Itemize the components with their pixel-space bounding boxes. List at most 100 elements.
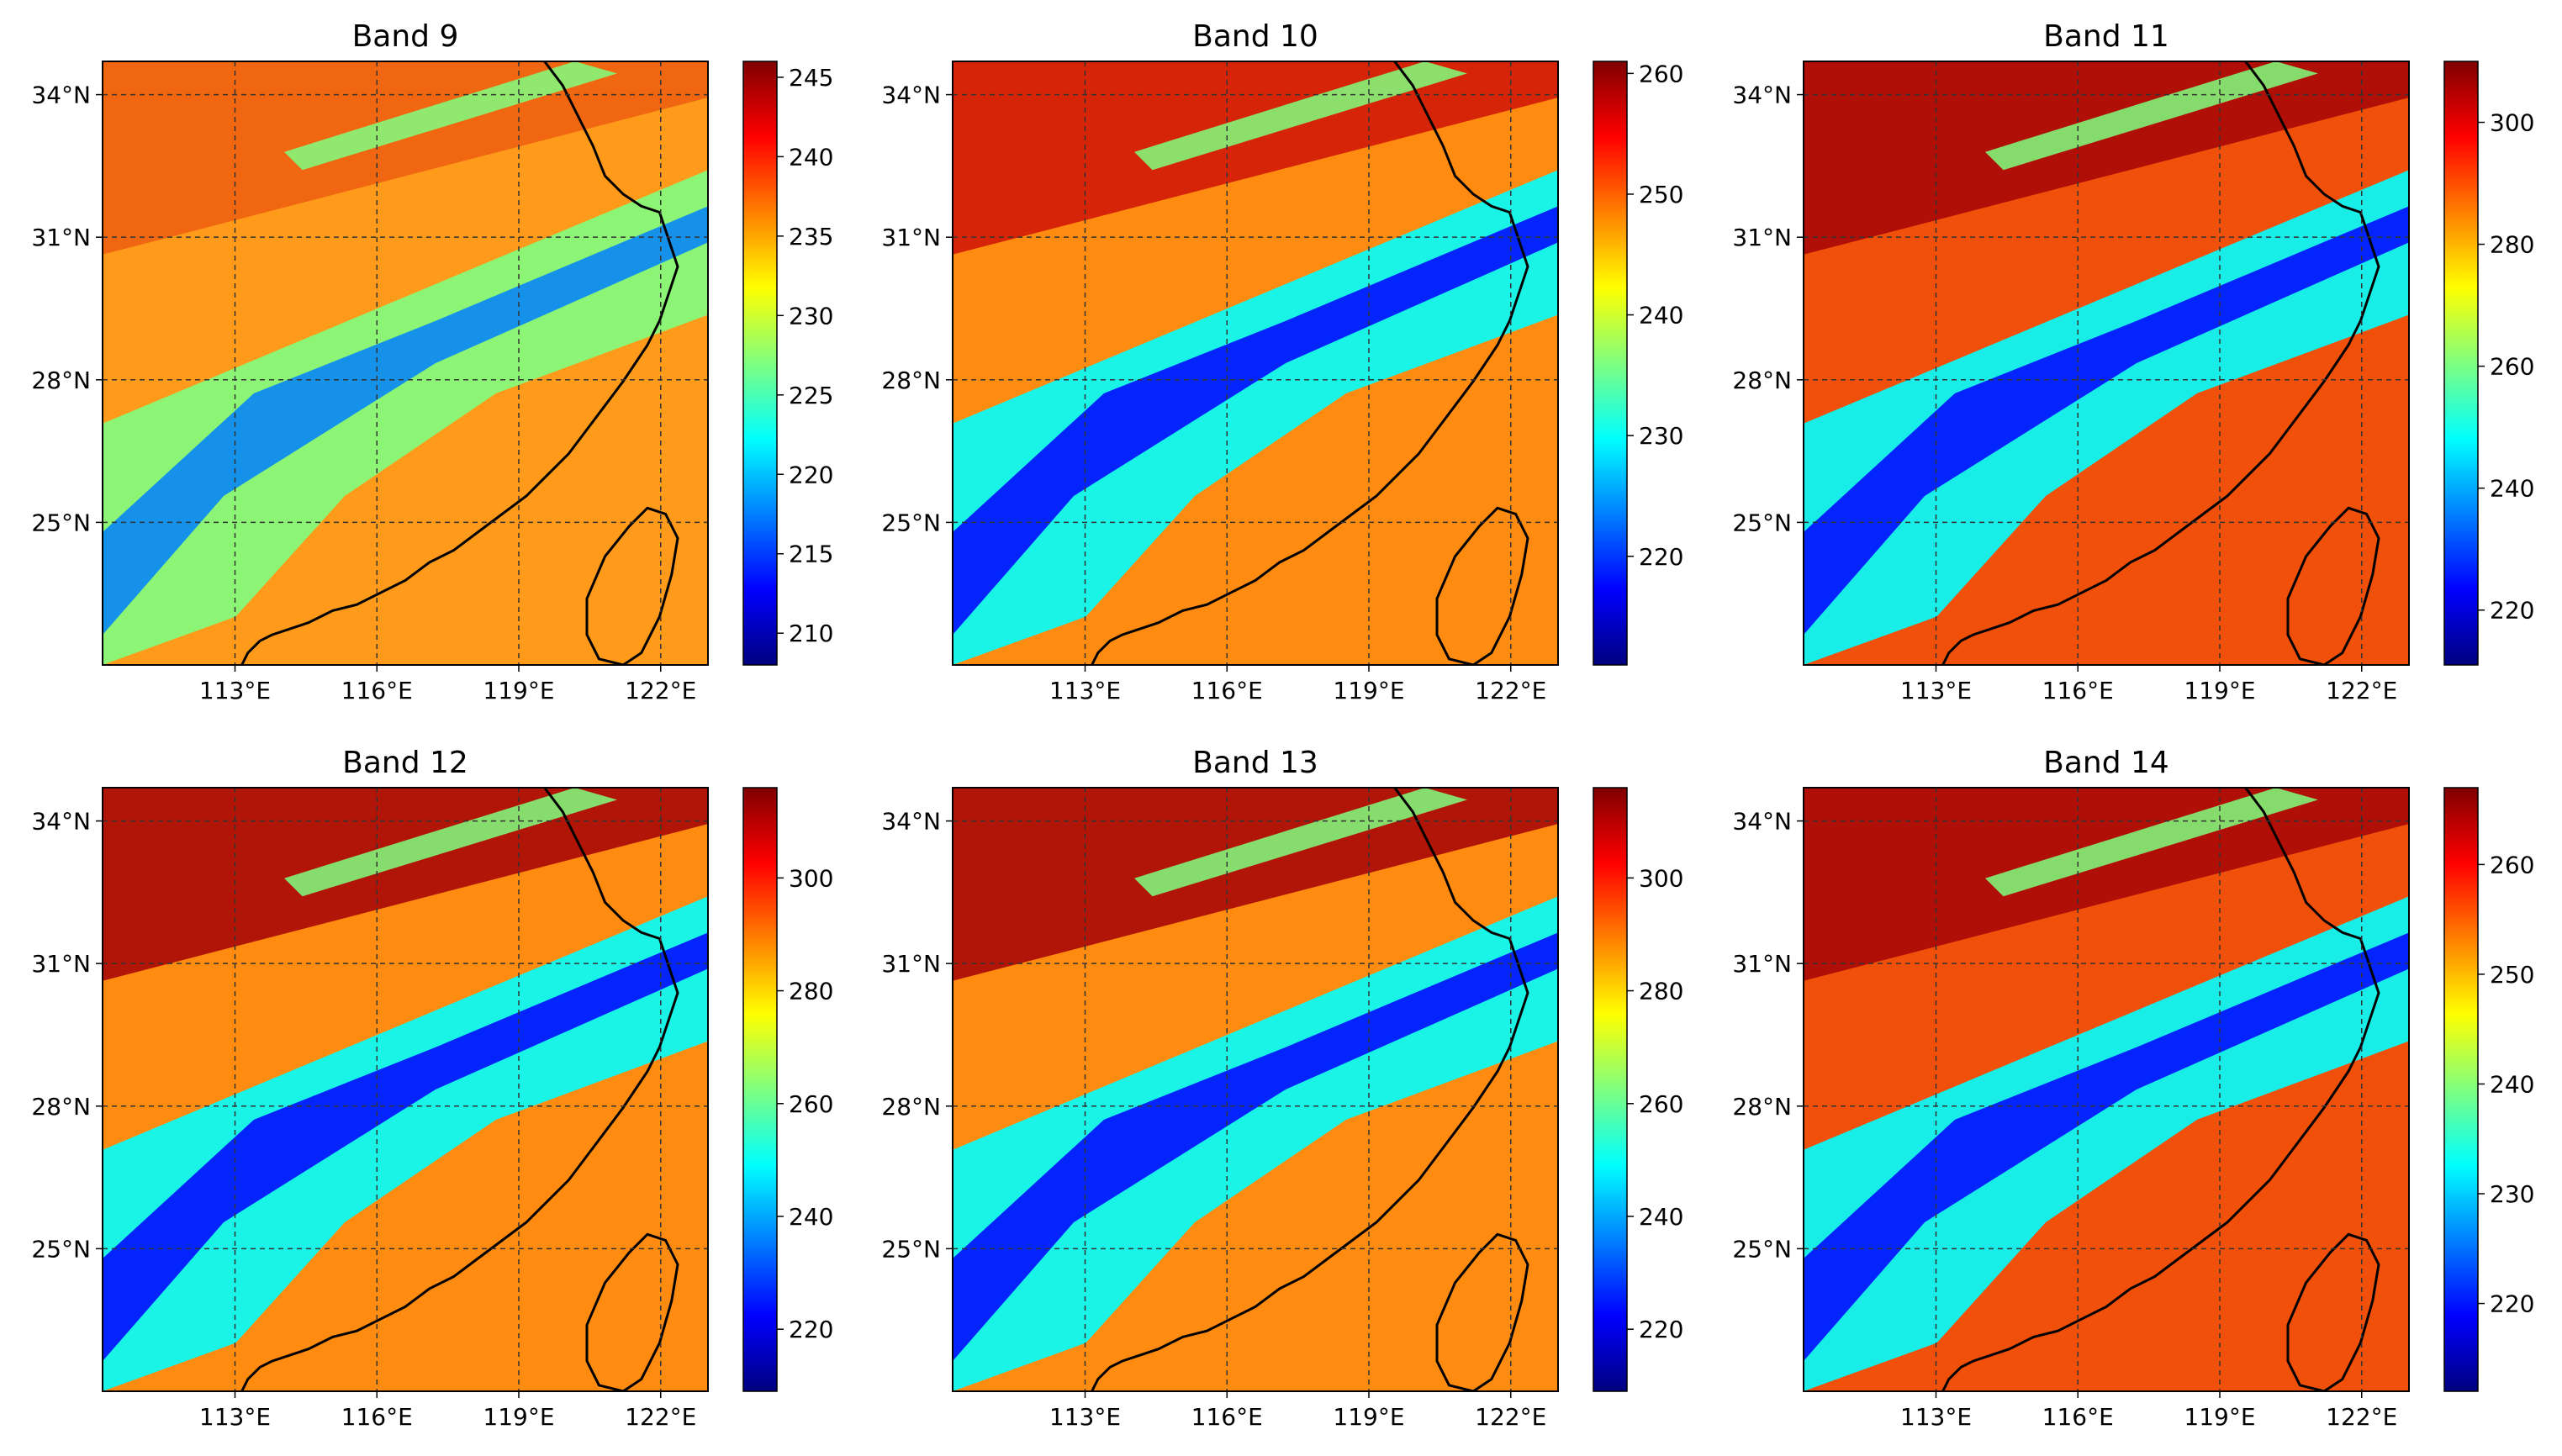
heatmap-cloud-streak: [1134, 788, 1467, 897]
lon-tick-label: 119°E: [483, 1403, 554, 1431]
lat-tick-label: 25°N: [881, 1235, 941, 1263]
lon-tick-label: 122°E: [625, 677, 696, 704]
lon-tick-label: 116°E: [341, 1403, 413, 1431]
map-frame: [102, 787, 709, 1392]
lon-tick-label: 113°E: [1900, 1403, 1972, 1431]
lon-tick-label: 113°E: [1049, 1403, 1121, 1431]
colorbar-tick-label: 225: [789, 382, 833, 409]
colorbar-tick-label: 260: [1639, 60, 1683, 87]
colorbar-gradient: [2443, 787, 2479, 1392]
lat-tick-label: 28°N: [1732, 367, 1792, 394]
lat-tick-label: 34°N: [31, 808, 91, 836]
colorbar-tick-label: 240: [789, 143, 833, 171]
colorbar-gradient: [742, 787, 778, 1392]
map-area: [1804, 788, 2409, 1391]
colorbar-tick-label: 250: [2490, 961, 2534, 989]
taiwan-coastline: [585, 506, 679, 665]
lat-tick-label: 34°N: [31, 82, 91, 109]
map-area: [103, 61, 708, 665]
panel-band-11: Band 11 113°E 116°E 119°E 122°E 34°N 31°N 28°N 2…: [1732, 19, 2534, 704]
heatmap-warm-band: [953, 788, 1558, 981]
heatmap-cloud-core: [953, 206, 1558, 636]
panel-band-10: Band 10 113°E 116°E 119°E 122°E 34°N 31°N 28°N 2…: [881, 19, 1683, 704]
colorbar-tick-label: 230: [789, 302, 833, 330]
colorbar-tick-label: 220: [789, 1316, 833, 1343]
lat-tick-label: 25°N: [31, 1235, 91, 1263]
panel-title: Band 13: [1192, 746, 1318, 780]
heatmap-cloud-streak: [284, 61, 617, 171]
colorbar-tick-label: 230: [2490, 1180, 2534, 1208]
colorbar: 220 230 240 250 260: [1593, 60, 1683, 666]
colorbar: 220 230 240 250 260: [2443, 787, 2534, 1392]
lat-tick-label: 34°N: [1732, 808, 1792, 836]
panel-band-12: Band 12 113°E 116°E 119°E 122°E 34°N 31°N 28°N 2…: [31, 746, 833, 1431]
colorbar-tick-label: 220: [1639, 543, 1683, 571]
lat-tick-label: 34°N: [881, 82, 941, 109]
lat-tick-label: 28°N: [881, 1093, 941, 1121]
colorbar: 210 215 220 225 230 235 240 245: [742, 61, 833, 666]
lat-tick-label: 31°N: [31, 950, 91, 978]
heatmap-warm-band: [1804, 788, 2409, 981]
colorbar: 220 240 260 280 300: [2443, 61, 2534, 666]
lon-tick-label: 122°E: [1475, 677, 1546, 704]
heatmap-warm-band: [103, 788, 708, 981]
colorbar-tick-label: 280: [2490, 231, 2534, 259]
colorbar-gradient: [1593, 787, 1628, 1392]
lon-tick-label: 113°E: [199, 1403, 271, 1431]
colorbar-tick-label: 240: [789, 1203, 833, 1231]
colorbar-tick-label: 215: [789, 541, 833, 568]
colorbar-tick-label: 230: [1639, 422, 1683, 450]
lon-tick-label: 122°E: [625, 1403, 696, 1431]
colorbar: 220 240 260 280 300: [742, 787, 833, 1392]
lat-tick-label: 25°N: [31, 509, 91, 536]
heatmap-cloud-streak: [1134, 61, 1467, 171]
lon-tick-label: 119°E: [1333, 1403, 1404, 1431]
heatmap-warm-band: [1804, 61, 2409, 255]
colorbar-tick-label: 220: [2490, 1290, 2534, 1318]
lon-tick-label: 119°E: [483, 677, 554, 704]
lat-tick-label: 31°N: [1732, 950, 1792, 978]
heatmap-cloud-core: [103, 206, 708, 636]
map-frame: [1803, 61, 2410, 666]
map-frame: [952, 787, 1559, 1392]
lon-tick-label: 113°E: [199, 677, 271, 704]
heatmap-cloud-core: [953, 932, 1558, 1362]
lat-tick-label: 31°N: [31, 224, 91, 251]
heatmap-cloud-streak: [1985, 788, 2318, 897]
colorbar-tick-label: 250: [1639, 181, 1683, 208]
heatmap-warm-band: [953, 61, 1558, 255]
panel-title: Band 12: [342, 746, 468, 780]
heatmap-cloud-streak: [1985, 61, 2318, 171]
colorbar-tick-label: 240: [2490, 475, 2534, 503]
lon-tick-label: 116°E: [2042, 1403, 2114, 1431]
lat-tick-label: 28°N: [881, 367, 941, 394]
colorbar-tick-label: 260: [2490, 851, 2534, 878]
colorbar-tick-label: 280: [1639, 978, 1683, 1005]
lat-tick-label: 28°N: [1732, 1093, 1792, 1121]
map-area: [953, 788, 1558, 1391]
lon-tick-label: 116°E: [341, 677, 413, 704]
lat-tick-label: 31°N: [881, 950, 941, 978]
lat-tick-label: 25°N: [1732, 509, 1792, 536]
colorbar-tick-label: 300: [2490, 109, 2534, 137]
colorbar-tick-label: 210: [789, 620, 833, 647]
panel-title: Band 14: [2043, 746, 2169, 780]
taiwan-coastline: [1435, 506, 1529, 665]
colorbar-gradient: [1593, 61, 1628, 666]
lon-tick-label: 122°E: [1475, 1403, 1546, 1431]
coastline: [1091, 61, 1529, 665]
lat-tick-label: 25°N: [881, 509, 941, 536]
lon-tick-label: 116°E: [1191, 1403, 1263, 1431]
map-area: [103, 788, 708, 1391]
coastline: [240, 61, 679, 665]
lat-tick-label: 34°N: [881, 808, 941, 836]
heatmap-cloud-streak: [284, 788, 617, 897]
coastline: [1091, 788, 1529, 1391]
map-area: [953, 61, 1558, 665]
lon-tick-label: 116°E: [2042, 677, 2114, 704]
lon-tick-label: 119°E: [1333, 677, 1404, 704]
panel-title: Band 11: [2043, 19, 2169, 54]
taiwan-coastline: [585, 1232, 679, 1391]
colorbar-tick-label: 280: [789, 978, 833, 1005]
